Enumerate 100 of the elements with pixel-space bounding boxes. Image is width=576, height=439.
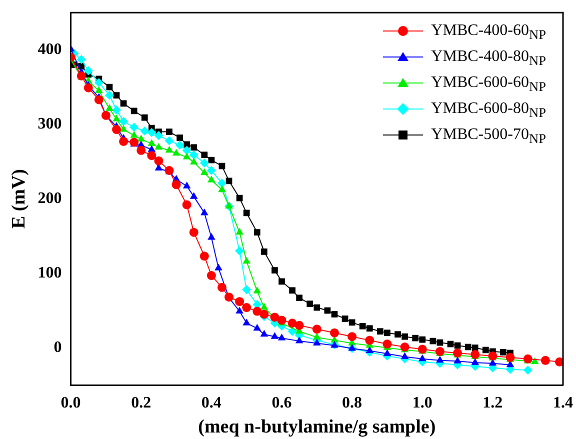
point bbox=[436, 356, 444, 363]
point bbox=[260, 303, 268, 310]
point bbox=[76, 55, 86, 64]
point bbox=[136, 146, 146, 155]
point bbox=[208, 156, 215, 164]
point bbox=[94, 78, 104, 88]
point bbox=[154, 142, 163, 150]
x-axis-title: (meq n-butylamine/g sample) bbox=[198, 416, 436, 438]
x-tick-label: 0.8 bbox=[342, 394, 362, 412]
legend-label: YMBC-400-80$_{NP}$ bbox=[431, 48, 546, 68]
point bbox=[225, 202, 233, 208]
point bbox=[252, 306, 262, 316]
point bbox=[147, 151, 156, 160]
point bbox=[218, 185, 226, 192]
point bbox=[182, 200, 192, 210]
point bbox=[377, 328, 384, 335]
point bbox=[119, 136, 128, 146]
point bbox=[214, 264, 222, 270]
y-tick-label: 200 bbox=[38, 190, 62, 207]
point bbox=[147, 128, 156, 138]
point bbox=[472, 344, 478, 351]
point bbox=[84, 83, 93, 92]
point bbox=[383, 349, 392, 356]
point bbox=[141, 114, 148, 121]
point bbox=[112, 106, 122, 115]
point bbox=[190, 144, 198, 151]
point bbox=[260, 248, 268, 255]
point bbox=[148, 145, 156, 152]
point bbox=[189, 228, 198, 237]
point bbox=[313, 338, 321, 346]
legend-label: YMBC-500-70$_{NP}$ bbox=[431, 126, 546, 146]
point bbox=[242, 303, 252, 312]
point bbox=[430, 338, 436, 344]
x-tick-label: 0.0 bbox=[60, 394, 81, 412]
point bbox=[295, 336, 304, 344]
point bbox=[104, 90, 114, 100]
y-tick-label: 0 bbox=[54, 338, 62, 356]
point bbox=[182, 146, 192, 155]
point bbox=[242, 318, 250, 326]
x-tick-label: 1.0 bbox=[412, 394, 432, 412]
point bbox=[190, 158, 198, 165]
point bbox=[236, 228, 244, 235]
point bbox=[313, 332, 321, 340]
point bbox=[470, 350, 480, 359]
point bbox=[130, 122, 139, 132]
y-axis-title: E (mV) bbox=[8, 168, 30, 229]
point bbox=[217, 282, 226, 292]
point bbox=[400, 342, 410, 352]
point bbox=[130, 108, 138, 114]
point bbox=[254, 229, 260, 236]
point bbox=[331, 311, 338, 318]
point bbox=[164, 136, 174, 146]
y-tick-label: 100 bbox=[38, 264, 62, 282]
point bbox=[523, 366, 532, 375]
point bbox=[242, 285, 252, 294]
point bbox=[165, 146, 174, 153]
x-tick-label: 0.4 bbox=[201, 394, 222, 412]
point bbox=[182, 182, 191, 188]
point bbox=[120, 125, 128, 132]
point bbox=[400, 352, 409, 359]
point bbox=[253, 286, 262, 294]
point bbox=[277, 316, 286, 325]
point bbox=[260, 330, 268, 337]
point bbox=[500, 349, 506, 356]
point bbox=[359, 322, 366, 330]
point bbox=[172, 180, 181, 190]
point bbox=[140, 126, 150, 136]
point bbox=[253, 324, 262, 331]
point bbox=[330, 328, 339, 338]
point bbox=[471, 358, 480, 365]
legend-label: YMBC-400-60$_{NP}$ bbox=[431, 22, 546, 42]
point bbox=[130, 130, 138, 138]
point bbox=[113, 92, 120, 98]
point bbox=[106, 104, 114, 111]
point bbox=[200, 168, 208, 175]
y-tick-label: 400 bbox=[38, 40, 62, 58]
point bbox=[288, 318, 297, 328]
point bbox=[137, 134, 146, 142]
point bbox=[366, 346, 374, 353]
point bbox=[270, 332, 279, 339]
point bbox=[106, 84, 113, 90]
point bbox=[418, 354, 426, 362]
point bbox=[112, 125, 122, 134]
point bbox=[148, 139, 156, 146]
legend-label: YMBC-600-80$_{NP}$ bbox=[431, 100, 546, 120]
point bbox=[200, 208, 208, 216]
point bbox=[278, 334, 286, 340]
x-tick-label: 0.6 bbox=[272, 394, 292, 412]
x-tick-label: 0.2 bbox=[131, 394, 152, 412]
point bbox=[296, 294, 303, 302]
point bbox=[236, 306, 244, 314]
point bbox=[172, 148, 180, 156]
point bbox=[242, 256, 250, 264]
point bbox=[382, 340, 392, 349]
point bbox=[208, 233, 216, 240]
point bbox=[289, 287, 296, 294]
point bbox=[235, 246, 244, 256]
point bbox=[435, 346, 444, 356]
point bbox=[342, 316, 348, 322]
point bbox=[112, 114, 120, 122]
